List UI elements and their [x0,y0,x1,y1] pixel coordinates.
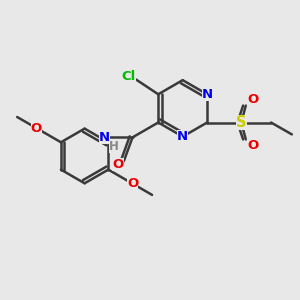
Text: N: N [99,131,110,144]
Text: O: O [112,158,124,171]
Text: N: N [177,130,188,143]
Text: O: O [127,177,138,190]
Text: O: O [31,122,42,135]
Text: Cl: Cl [121,70,136,83]
Text: N: N [202,88,213,101]
Text: S: S [236,115,247,130]
Text: H: H [109,140,119,153]
Text: O: O [248,139,259,152]
Text: O: O [248,93,259,106]
